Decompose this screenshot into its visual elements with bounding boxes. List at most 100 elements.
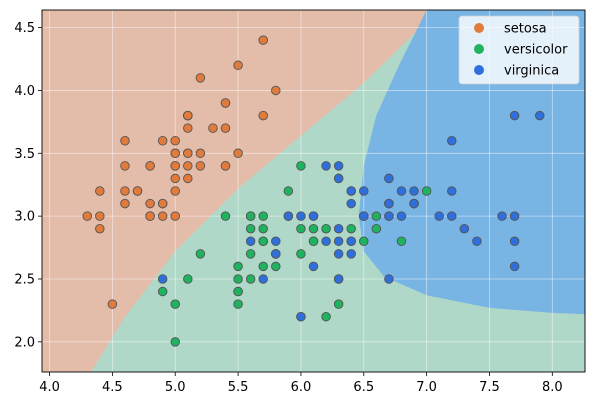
plot-frame — [41, 9, 586, 373]
virginica-point — [447, 135, 457, 146]
y-tick-label: 4.0 — [14, 84, 35, 99]
setosa-point — [157, 211, 168, 221]
versicolor-point — [245, 223, 256, 234]
setosa-point — [170, 135, 180, 146]
x-tick-label: 4.0 — [39, 380, 60, 395]
setosa-point — [145, 198, 155, 209]
setosa-point — [195, 148, 206, 159]
virginica-point — [359, 186, 369, 196]
setosa-point — [120, 135, 130, 146]
virginica-legend-label: virginica — [504, 64, 559, 79]
virginica-point — [447, 211, 457, 221]
x-tick-label: 5.0 — [165, 380, 186, 395]
setosa-point — [195, 161, 206, 171]
virginica-point — [283, 211, 294, 221]
y-tick-label: 4.5 — [14, 21, 35, 36]
versicolor-point — [170, 299, 180, 309]
versicolor-legend-marker — [474, 44, 484, 54]
virginica-point — [346, 198, 356, 209]
virginica-point — [359, 211, 369, 221]
setosa-point — [220, 98, 231, 108]
versicolor-point — [233, 286, 243, 297]
versicolor-point — [258, 236, 268, 247]
legend: setosa versicolor virginica — [458, 15, 580, 85]
versicolor-point — [233, 299, 243, 309]
virginica-point — [384, 198, 394, 209]
setosa-point — [258, 110, 268, 121]
setosa-point — [120, 161, 130, 171]
x-tick-label: 4.5 — [102, 380, 123, 395]
setosa-legend-label: setosa — [504, 22, 547, 37]
virginica-point — [535, 110, 545, 121]
setosa-point — [208, 123, 218, 133]
virginica-point — [447, 186, 457, 196]
setosa-point — [258, 35, 268, 45]
virginica-point — [296, 211, 306, 221]
virginica-point — [333, 161, 344, 171]
virginica-region — [358, 10, 585, 315]
versicolor-point — [296, 223, 306, 234]
setosa-point — [220, 161, 231, 171]
setosa-point — [233, 60, 243, 71]
virginica-point — [308, 211, 319, 221]
virginica-point — [321, 236, 331, 247]
versicolor-legend-label: versicolor — [504, 43, 568, 58]
setosa-point — [157, 135, 168, 146]
versicolor-point — [371, 211, 382, 221]
setosa-point — [195, 73, 206, 83]
virginica-point — [384, 274, 394, 284]
virginica-point — [396, 211, 407, 221]
versicolor-point — [220, 211, 231, 221]
setosa-point — [170, 148, 180, 159]
x-axis: 4.0 4.5 5.0 5.5 6.0 6.5 7.0 7.5 8.0 — [39, 372, 563, 395]
virginica-point — [321, 161, 331, 171]
virginica-point — [333, 274, 344, 284]
setosa-point — [120, 198, 130, 209]
x-tick-label: 5.5 — [228, 380, 249, 395]
virginica-point — [346, 236, 356, 247]
setosa-point — [183, 148, 193, 159]
virginica-point — [396, 186, 407, 196]
setosa-point — [183, 110, 193, 121]
legend-box — [458, 15, 580, 85]
versicolor-point — [321, 223, 331, 234]
y-tick-label: 2.5 — [14, 272, 35, 287]
y-tick-label: 3.5 — [14, 147, 35, 162]
versicolor-point — [245, 211, 256, 221]
setosa-point — [220, 123, 231, 133]
setosa-point — [95, 223, 105, 234]
setosa-point — [170, 186, 180, 196]
virginica-point — [509, 236, 520, 247]
x-tick-label: 6.0 — [291, 380, 312, 395]
virginica-point — [271, 249, 281, 259]
versicolor-point — [258, 261, 268, 272]
virginica-point — [333, 236, 344, 247]
setosa-point — [170, 211, 180, 221]
setosa-point — [170, 161, 180, 171]
setosa-point — [120, 186, 130, 196]
virginica-point — [271, 236, 281, 247]
versicolor-point — [333, 299, 344, 309]
virginica-point — [497, 211, 507, 221]
versicolor-point — [296, 249, 306, 259]
setosa-point — [145, 211, 155, 221]
versicolor-point — [183, 274, 193, 284]
virginica-point — [308, 261, 319, 272]
virginica-point — [384, 173, 394, 184]
virginica-point — [409, 198, 419, 209]
versicolor-point — [170, 337, 180, 347]
virginica-point — [509, 110, 520, 121]
versicolor-point — [359, 236, 369, 247]
virginica-point — [472, 236, 482, 247]
virginica-point — [384, 211, 394, 221]
versicolor-point — [233, 274, 243, 284]
versicolor-point — [371, 223, 382, 234]
versicolor-point — [233, 261, 243, 272]
virginica-point — [346, 249, 356, 259]
x-tick-label: 7.0 — [416, 380, 437, 395]
virginica-point — [157, 274, 168, 284]
versicolor-point — [308, 236, 319, 247]
setosa-point — [183, 173, 193, 184]
x-tick-label: 7.5 — [479, 380, 500, 395]
